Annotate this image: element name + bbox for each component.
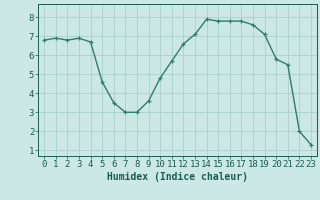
X-axis label: Humidex (Indice chaleur): Humidex (Indice chaleur) [107, 172, 248, 182]
